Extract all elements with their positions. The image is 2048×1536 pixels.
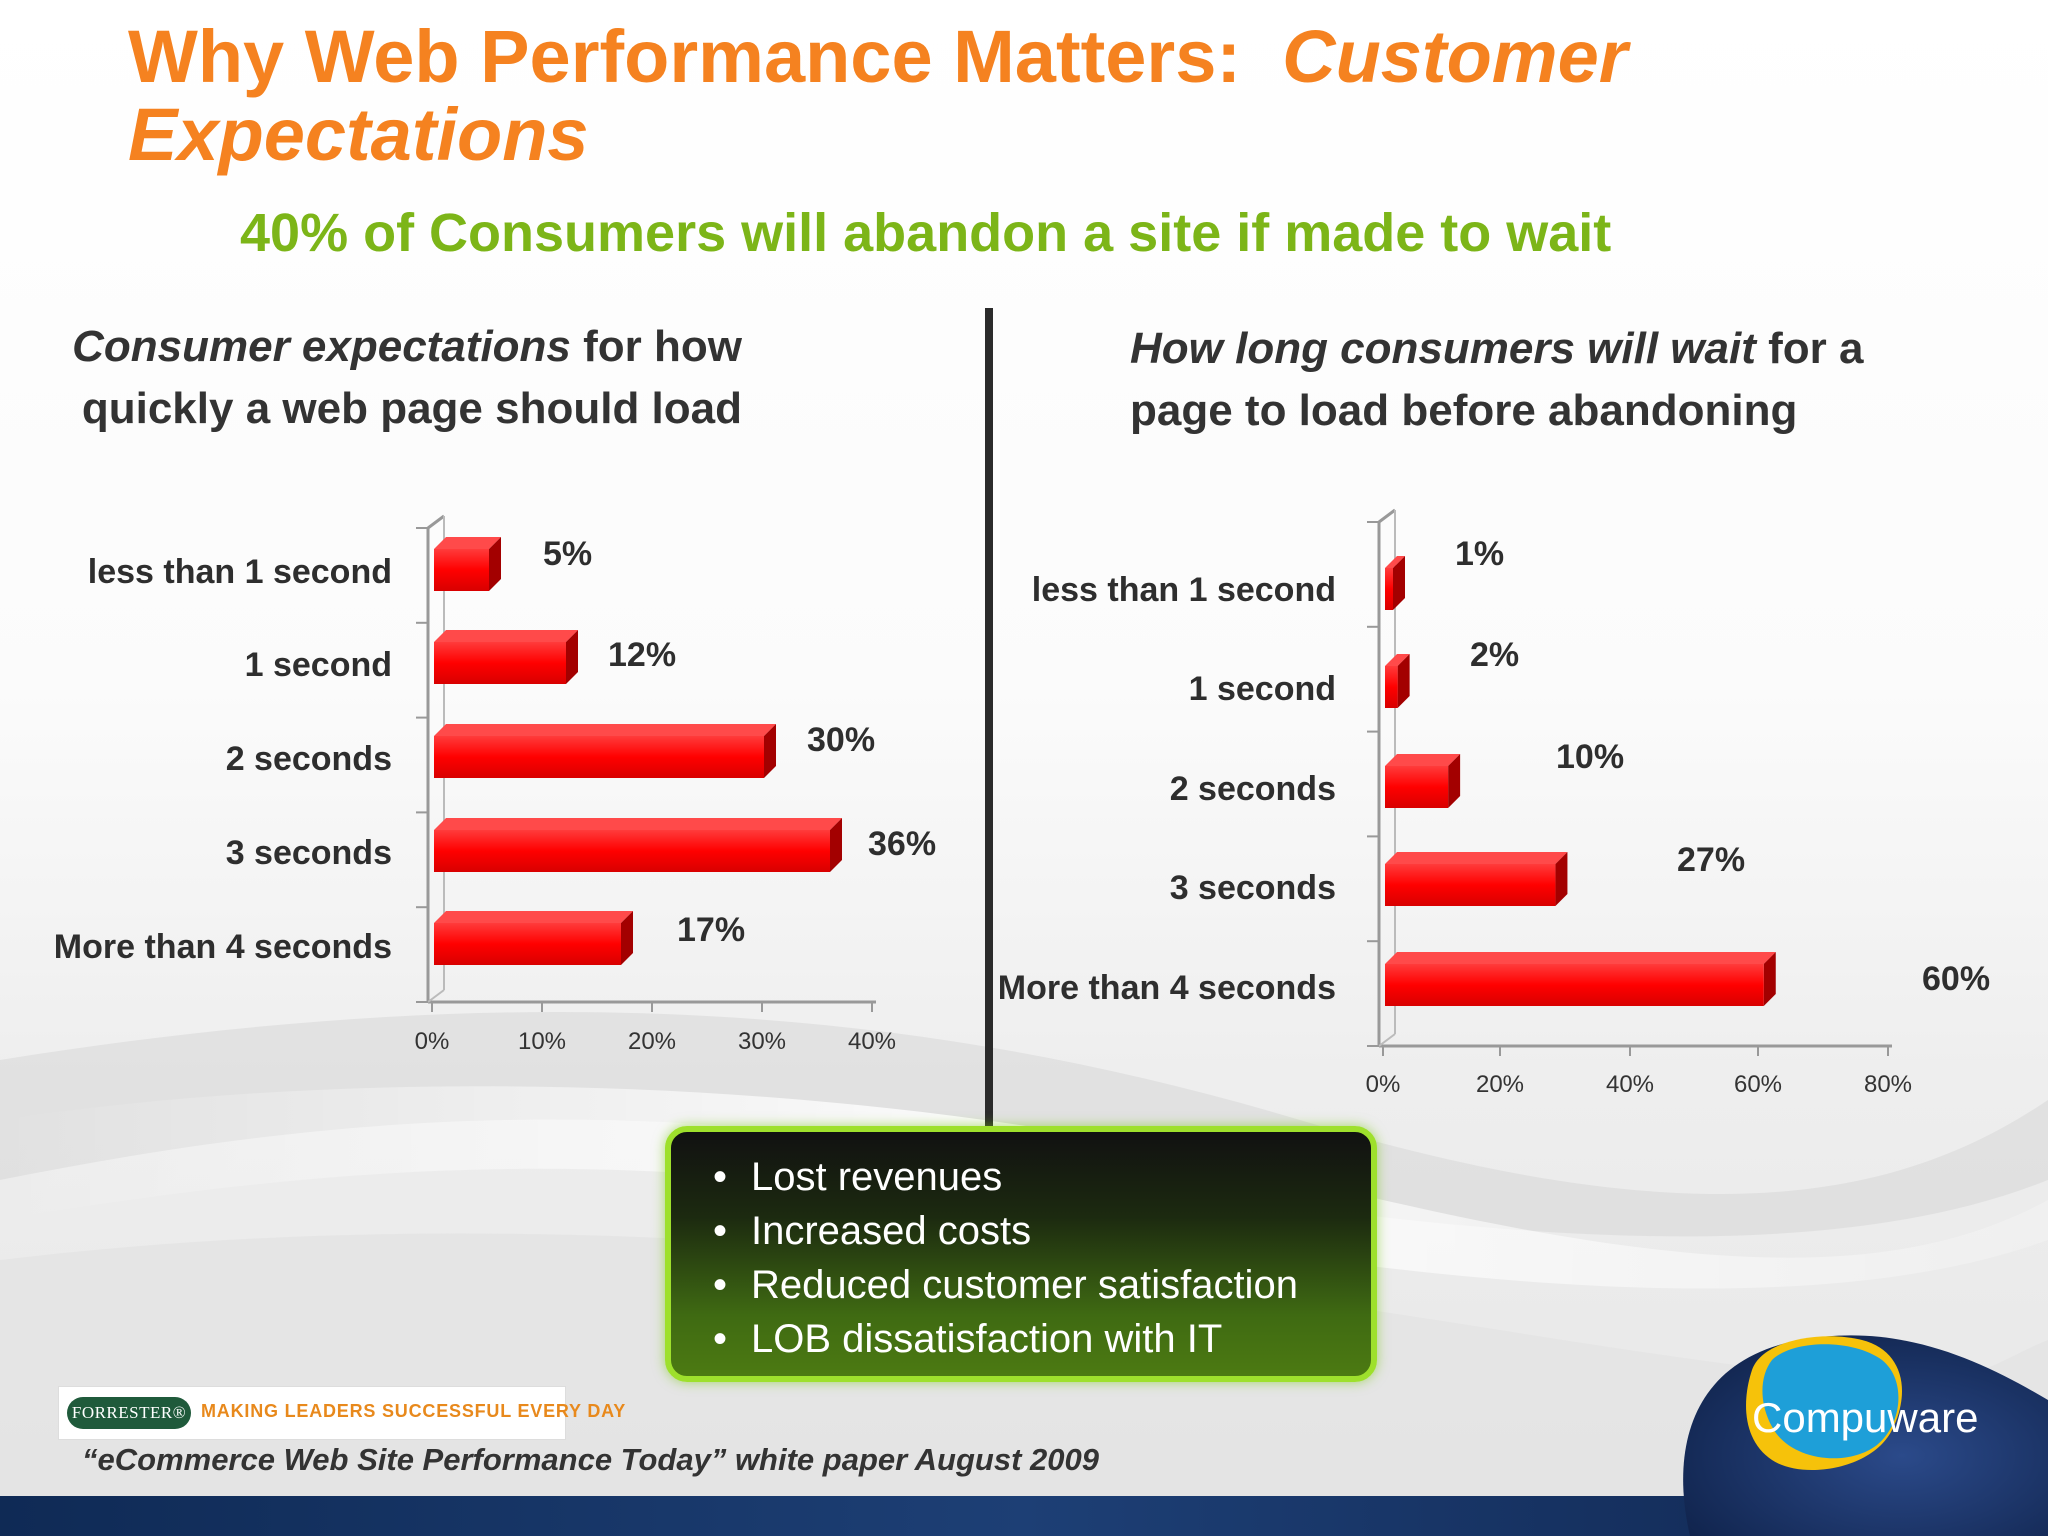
x-tick-label: 30% bbox=[738, 1028, 786, 1055]
bar-side bbox=[1555, 852, 1568, 906]
bar-top bbox=[1385, 556, 1405, 568]
category-label: less than 1 second bbox=[1032, 571, 1336, 609]
category-label: less than 1 second bbox=[88, 553, 392, 591]
floor-depth-line bbox=[1378, 1033, 1396, 1047]
data-label: 60% bbox=[1922, 960, 1990, 998]
impact-list: Lost revenues Increased costs Reduced cu… bbox=[671, 1132, 1371, 1366]
data-label: 12% bbox=[608, 636, 676, 674]
x-tick-label: 80% bbox=[1864, 1071, 1912, 1098]
bar bbox=[434, 736, 764, 778]
x-tick-label: 40% bbox=[848, 1028, 896, 1055]
impact-item: Reduced customer satisfaction bbox=[713, 1258, 1371, 1312]
data-label: 27% bbox=[1677, 841, 1745, 879]
x-tick-label: 0% bbox=[415, 1028, 450, 1055]
floor-depth-line bbox=[427, 989, 445, 1003]
bar-side bbox=[1393, 556, 1405, 610]
right-heading-italic: How long consumers will wait bbox=[1130, 324, 1756, 373]
x-tick-label: 0% bbox=[1366, 1071, 1401, 1098]
category-label: 2 seconds bbox=[226, 740, 392, 778]
bar bbox=[434, 549, 489, 591]
impact-item: Increased costs bbox=[713, 1204, 1371, 1258]
bar-top bbox=[434, 724, 776, 736]
category-label: 1 second bbox=[245, 646, 392, 684]
bar-top bbox=[434, 537, 501, 549]
left-chart-heading: Consumer expectations for how quickly a … bbox=[52, 316, 742, 440]
bar-side bbox=[1448, 754, 1461, 808]
data-label: 10% bbox=[1556, 738, 1624, 776]
bar-side bbox=[830, 818, 842, 872]
x-tick-label: 40% bbox=[1606, 1071, 1654, 1098]
impact-item: Lost revenues bbox=[713, 1150, 1371, 1204]
compuware-logo-icon bbox=[1746, 1336, 1902, 1470]
bar bbox=[1385, 964, 1764, 1006]
bar-top bbox=[434, 818, 842, 830]
data-label: 1% bbox=[1455, 535, 1504, 573]
bar-side bbox=[621, 911, 633, 965]
bar bbox=[1385, 666, 1398, 708]
bar-side bbox=[764, 724, 776, 778]
category-label: 3 seconds bbox=[1170, 869, 1336, 907]
source-citation: “eCommerce Web Site Performance Today” w… bbox=[82, 1442, 1099, 1477]
forrester-banner: FORRESTER® MAKING LEADERS SUCCESSFUL EVE… bbox=[58, 1386, 625, 1440]
bar-top bbox=[1385, 952, 1776, 964]
data-label: 17% bbox=[677, 911, 745, 949]
x-tick-label: 60% bbox=[1734, 1071, 1782, 1098]
slide-subtitle: 40% of Consumers will abandon a site if … bbox=[240, 203, 1612, 263]
bar-top bbox=[1385, 754, 1461, 766]
category-label: More than 4 seconds bbox=[998, 969, 1336, 1007]
bar bbox=[434, 642, 566, 684]
bar-top bbox=[434, 630, 578, 642]
category-label: More than 4 seconds bbox=[54, 928, 392, 966]
chart-load-expectations: 0% 10% 20% 30% 40% less than 1 second 5% 1 seco… bbox=[54, 514, 936, 1055]
x-tick-label: 20% bbox=[1476, 1071, 1524, 1098]
left-heading-rest: for how quickly a web page should load bbox=[81, 322, 742, 433]
x-tick-label: 20% bbox=[628, 1028, 676, 1055]
forrester-tagline: MAKING LEADERS SUCCESSFUL EVERY DAY bbox=[201, 1401, 627, 1421]
bar-side bbox=[1763, 952, 1776, 1006]
bar-top bbox=[1385, 852, 1568, 864]
bar bbox=[434, 923, 621, 965]
bar-side bbox=[489, 537, 501, 591]
compuware-wordmark: Compuware bbox=[1752, 1394, 1979, 1441]
data-label: 30% bbox=[807, 721, 875, 759]
bar-top bbox=[1385, 654, 1410, 666]
chart-wait-before-abandon: 0% 20% 40% 60% 80% less than 1 second 1% 1 seco… bbox=[998, 508, 1990, 1098]
category-label: 2 seconds bbox=[1170, 770, 1336, 808]
data-label: 5% bbox=[543, 535, 592, 573]
bar-top bbox=[434, 911, 633, 923]
title-part-1: Why Web Performance Matters: bbox=[128, 15, 1241, 98]
data-label: 36% bbox=[868, 825, 936, 863]
impact-item: LOB dissatisfaction with IT bbox=[713, 1312, 1371, 1366]
left-heading-italic: Consumer expectations bbox=[72, 322, 571, 371]
title-part-2: Customer Expectations bbox=[128, 15, 1628, 176]
right-chart-heading: How long consumers will wait for a page … bbox=[1130, 318, 1950, 442]
bar bbox=[1385, 766, 1449, 808]
category-label: 1 second bbox=[1189, 670, 1336, 708]
x-tick-label: 10% bbox=[518, 1028, 566, 1055]
y-axis-depth-top bbox=[427, 514, 445, 530]
category-label: 3 seconds bbox=[226, 834, 392, 872]
bar-side bbox=[1397, 654, 1410, 708]
bar-side bbox=[566, 630, 578, 684]
impact-callout: Lost revenues Increased costs Reduced cu… bbox=[665, 1126, 1377, 1382]
data-label: 2% bbox=[1470, 636, 1519, 674]
y-axis-depth-top bbox=[1378, 508, 1396, 524]
slide-title: Why Web Performance Matters: Customer Ex… bbox=[128, 18, 1928, 174]
bar bbox=[1385, 864, 1556, 906]
column-divider bbox=[985, 308, 993, 1126]
forrester-logo: FORRESTER® bbox=[67, 1397, 191, 1429]
bar bbox=[1385, 568, 1393, 610]
right-heading-rest: for a page to load before abandoning bbox=[1130, 324, 1864, 435]
bar bbox=[434, 830, 830, 872]
